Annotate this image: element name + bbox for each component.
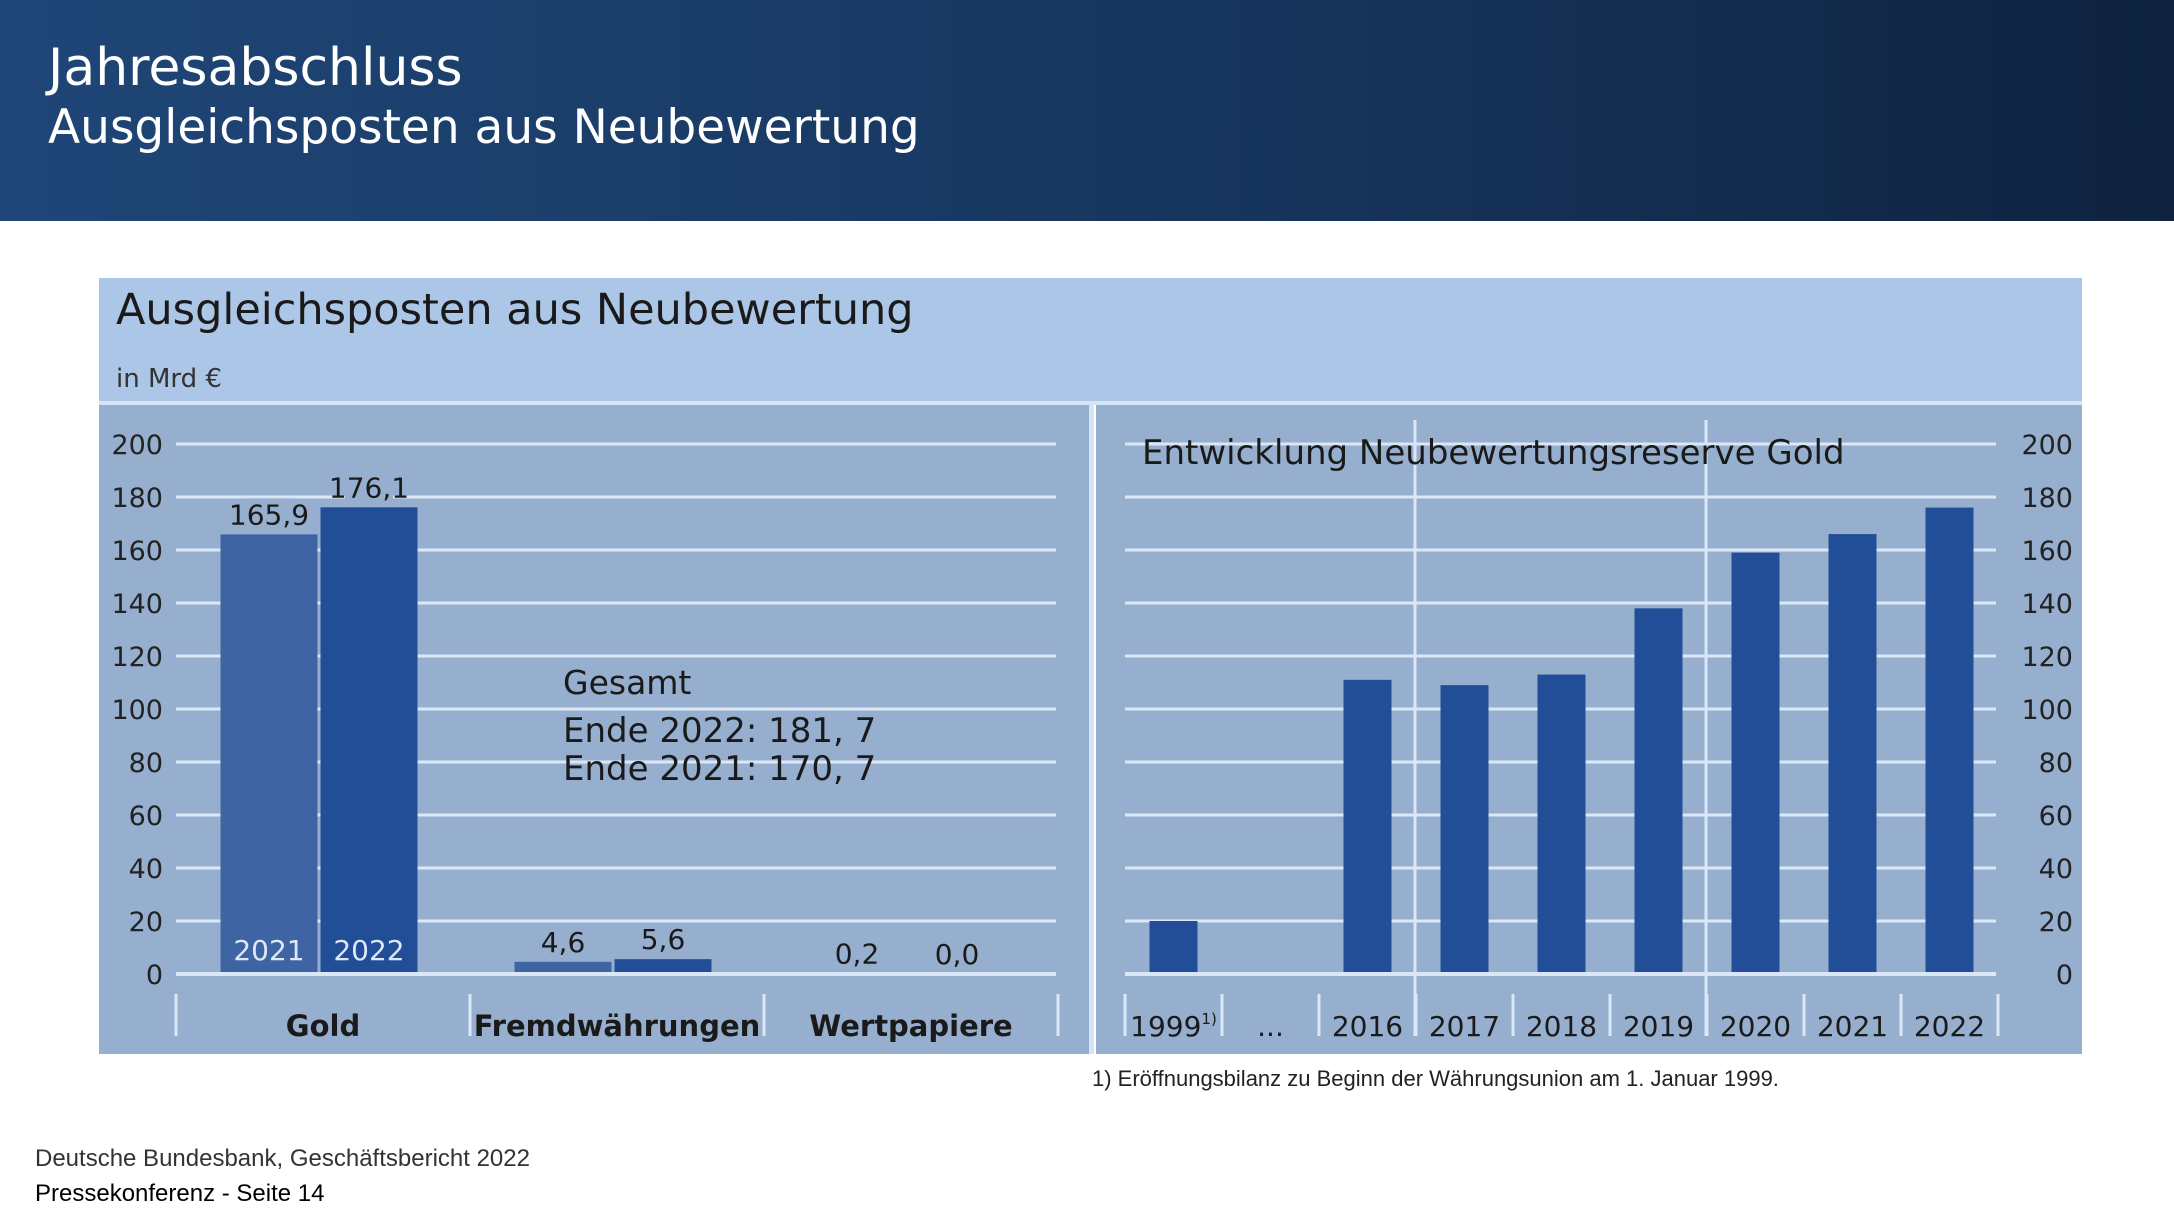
- bar-2017: [1440, 685, 1489, 974]
- category-label: Gold: [286, 1009, 360, 1043]
- left-ytick-label: 40: [129, 854, 163, 885]
- annotation-heading: Gesamt: [563, 663, 691, 702]
- year-label-text: 2020: [1720, 1010, 1791, 1043]
- footnote: 1) Eröffnungsbilanz zu Beginn der Währun…: [1092, 1066, 1779, 1091]
- right-chart-title: Entwicklung Neubewertungsreserve Gold: [1142, 433, 1845, 473]
- left-ytick-label: 160: [111, 536, 163, 567]
- slide-subtitle: Ausgleichsposten aus Neubewertung: [48, 100, 920, 155]
- year-label-text: 2017: [1429, 1010, 1500, 1043]
- series-label-2022: 2022: [333, 934, 404, 967]
- annotation-line-2022: Ende 2022: 181, 7: [563, 711, 876, 751]
- year-label: 2016: [1332, 1010, 1403, 1043]
- right-ytick-label: 40: [2039, 854, 2073, 885]
- bar-2022: [320, 507, 418, 974]
- year-label-text: 2019: [1623, 1010, 1694, 1043]
- right-ytick-label: 160: [2021, 536, 2073, 567]
- year-label: 2019: [1623, 1010, 1694, 1043]
- right-ytick-label: 100: [2021, 695, 2073, 726]
- year-label: 2021: [1817, 1010, 1888, 1043]
- value-label: 176,1: [329, 471, 409, 504]
- value-label-bg: [833, 937, 881, 970]
- year-label: 2022: [1914, 1010, 1985, 1043]
- bar-2022: [614, 959, 712, 974]
- band-divider: [99, 401, 2082, 405]
- year-label: 19991): [1130, 1010, 1217, 1043]
- year-label: 2018: [1526, 1010, 1597, 1043]
- right-ytick-label: 120: [2021, 642, 2073, 673]
- value-label: 5,6: [641, 923, 686, 956]
- chart-title: Ausgleichsposten aus Neubewertung: [116, 285, 914, 335]
- right-ytick-label: 140: [2021, 589, 2073, 620]
- right-ytick-label: 0: [2056, 960, 2073, 991]
- unit-label: in Mrd €: [116, 364, 222, 394]
- left-ytick-label: 0: [146, 960, 163, 991]
- footer-source: Deutsche Bundesbank, Geschäftsbericht 20…: [35, 1145, 530, 1172]
- year-label: ...: [1257, 1010, 1284, 1043]
- bar-2019: [1634, 608, 1683, 974]
- slide-title: Jahresabschluss: [48, 38, 463, 98]
- left-ytick-label: 60: [129, 801, 163, 832]
- bar-2021: [1828, 534, 1877, 974]
- bar-1999: [1149, 921, 1198, 974]
- left-ytick-label: 80: [129, 748, 163, 779]
- year-label: 2017: [1429, 1010, 1500, 1043]
- bar-2021: [220, 534, 318, 974]
- left-ytick-label: 200: [111, 430, 163, 461]
- footnote-marker: 1): [1201, 1010, 1216, 1028]
- value-label: 0,0: [935, 938, 980, 971]
- value-label: 0,2: [835, 937, 880, 970]
- bar-2018: [1537, 674, 1586, 974]
- annotation-line-2021: Ende 2021: 170, 7: [563, 749, 876, 789]
- bar-2020: [1731, 552, 1780, 974]
- year-label: 2020: [1720, 1010, 1791, 1043]
- year-label-text: 2021: [1817, 1010, 1888, 1043]
- value-label-bg: [933, 938, 981, 970]
- left-ytick-label: 140: [111, 589, 163, 620]
- left-ytick-label: 180: [111, 483, 163, 514]
- bar-2021: [514, 961, 612, 974]
- left-chart: 0 20 40 60 80 100 120 140 160 180 200 165,9 2021 176,…: [111, 430, 1060, 1043]
- chart-title-band: [99, 278, 2082, 405]
- total-annotation: Gesamt Ende 2022: 181, 7 Ende 2021: 170,…: [563, 663, 876, 789]
- footer-page: Pressekonferenz - Seite 14: [35, 1180, 325, 1207]
- right-ytick-label: 60: [2039, 801, 2073, 832]
- year-label-text: 1999: [1130, 1010, 1201, 1043]
- left-ytick-label: 100: [111, 695, 163, 726]
- category-label: Fremdwährungen: [474, 1009, 761, 1043]
- right-ytick-label: 20: [2039, 907, 2073, 938]
- category-label: Wertpapiere: [809, 1009, 1012, 1043]
- left-ytick-label: 20: [129, 907, 163, 938]
- year-label-text: 2018: [1526, 1010, 1597, 1043]
- year-label-text: 2022: [1914, 1010, 1985, 1043]
- right-ytick-label: 200: [2021, 430, 2073, 461]
- right-chart: 0 20 40 60 80 100 120 140 160 180 200 19991)... 2016…: [1123, 420, 2073, 1043]
- right-ytick-label: 80: [2039, 748, 2073, 779]
- value-label-bg: [539, 925, 587, 958]
- value-label-bg: [345, 471, 393, 504]
- left-ytick-label: 120: [111, 642, 163, 673]
- value-label-bg: [639, 923, 687, 956]
- year-label-text: 2016: [1332, 1010, 1403, 1043]
- panel-divider: [1089, 405, 1094, 1054]
- bar-2016: [1343, 679, 1392, 974]
- value-label: 165,9: [229, 498, 309, 531]
- value-label: 4,6: [541, 926, 586, 959]
- year-label-text: ...: [1257, 1010, 1284, 1043]
- bar-2022: [1925, 507, 1974, 974]
- right-plot-area: [1096, 405, 2082, 1054]
- series-label-2021: 2021: [233, 934, 304, 967]
- right-ytick-label: 180: [2021, 483, 2073, 514]
- slide-header: Jahresabschluss Ausgleichsposten aus Neu…: [0, 0, 2174, 221]
- value-label-bg: [245, 498, 293, 531]
